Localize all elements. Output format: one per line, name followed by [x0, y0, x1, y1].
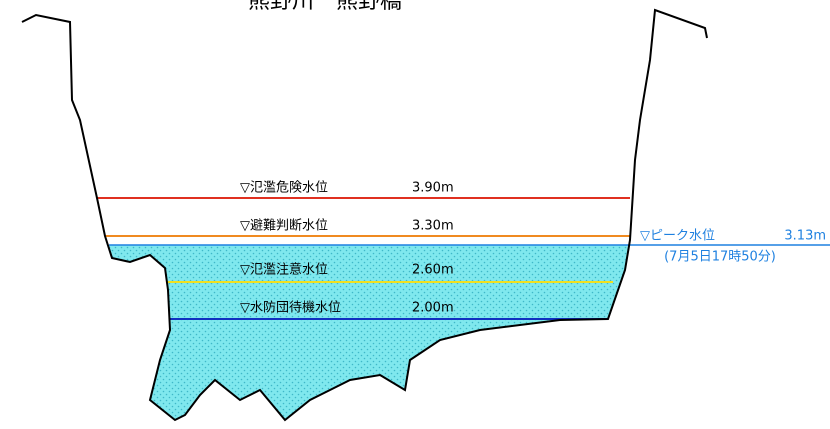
water: [109, 245, 628, 420]
level-value: 2.60m: [412, 263, 454, 278]
title: 熊野川 熊野橋: [248, 0, 402, 14]
level-value: 2.00m: [412, 301, 454, 316]
peak-name: ▽ピーク水位: [640, 229, 715, 244]
riverbed: [21, 8, 708, 422]
level-name: ▽氾濫危険水位: [240, 181, 328, 196]
peak-value: 3.13m: [784, 229, 826, 244]
level-name: ▽氾濫注意水位: [240, 262, 328, 278]
level-name: ▽避難判断水位: [240, 219, 328, 234]
level-value: 3.30m: [412, 219, 454, 234]
level-name: ▽水防団待機水位: [240, 300, 341, 316]
level-value: 3.90m: [412, 181, 454, 196]
peak-time: (7月5日17時50分): [664, 250, 776, 265]
